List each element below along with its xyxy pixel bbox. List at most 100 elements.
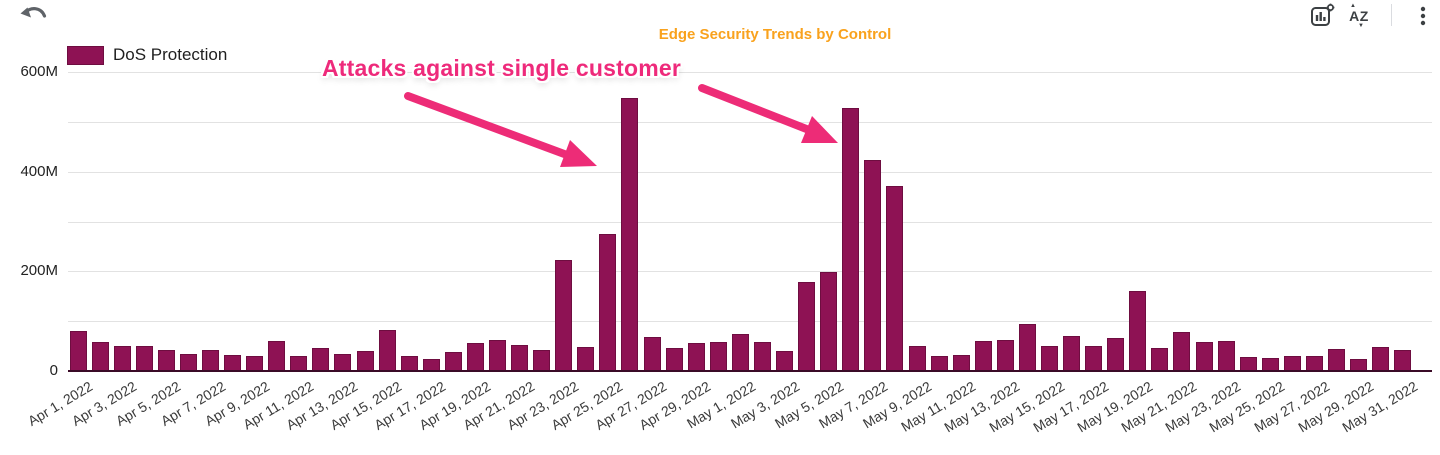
chart-bar[interactable]	[378, 330, 396, 371]
chart-bar[interactable]	[1305, 355, 1323, 371]
legend-label: DoS Protection	[113, 45, 228, 64]
legend[interactable]: DoS Protection	[67, 45, 227, 65]
chart-bar[interactable]	[731, 334, 749, 371]
x-tick-label: Apr 19, 2022	[415, 378, 493, 434]
sort-az-icon: AZ	[1349, 8, 1369, 24]
gridline	[68, 221, 1432, 223]
chart-bar[interactable]	[1283, 356, 1301, 371]
chart-bar[interactable]	[1018, 323, 1036, 371]
chart-bar[interactable]	[687, 343, 705, 371]
gridline	[68, 321, 1432, 323]
chart-bar[interactable]	[422, 359, 440, 371]
chart-bar[interactable]	[489, 339, 507, 371]
chart-bar[interactable]	[400, 355, 418, 371]
chart-bar[interactable]	[842, 108, 860, 371]
chart-bar[interactable]	[157, 350, 175, 371]
chart-bar[interactable]	[1151, 347, 1169, 371]
chart-bar[interactable]	[776, 350, 794, 371]
chart-bar[interactable]	[996, 339, 1014, 371]
x-tick-label: Apr 7, 2022	[157, 378, 228, 429]
chart-bar[interactable]	[466, 342, 484, 371]
chart-title: Edge Security Trends by Control	[658, 26, 892, 43]
chart-bar[interactable]	[1129, 291, 1147, 371]
chart-bar[interactable]	[1261, 358, 1279, 371]
chart-bar[interactable]	[1327, 348, 1345, 371]
chart-bar[interactable]	[1195, 342, 1213, 371]
x-tick-label: Apr 9, 2022	[201, 378, 272, 429]
x-tick-label: Apr 11, 2022	[240, 378, 317, 433]
chart-bar[interactable]	[444, 351, 462, 371]
y-tick-label: 600M	[20, 63, 58, 80]
x-tick-label: May 1, 2022	[683, 378, 758, 432]
chart-bar[interactable]	[268, 340, 286, 371]
chart-bar[interactable]	[511, 344, 529, 371]
chart-bar[interactable]	[202, 350, 219, 371]
y-tick-label: 0	[49, 362, 58, 379]
chart-bar[interactable]	[798, 282, 816, 371]
chart-bar[interactable]	[1173, 331, 1191, 371]
chart-bar[interactable]	[533, 349, 551, 371]
x-tick-label: Apr 3, 2022	[69, 378, 140, 429]
chart-bar[interactable]	[864, 160, 882, 371]
chart-bar[interactable]	[246, 355, 264, 371]
chart-bar[interactable]	[930, 356, 948, 371]
chart-bar[interactable]	[908, 346, 926, 371]
x-tick-label: Apr 17, 2022	[371, 378, 449, 434]
x-tick-label: May 5, 2022	[771, 378, 847, 432]
y-axis: 0 200M 400M 600M	[0, 0, 58, 455]
chart-bar[interactable]	[974, 340, 992, 371]
gridline	[68, 271, 1432, 273]
x-tick-label: May 29, 2022	[1295, 378, 1377, 436]
chart-bar[interactable]	[1063, 335, 1081, 371]
chart-bar[interactable]	[179, 354, 197, 371]
x-tick-label: May 27, 2022	[1250, 378, 1332, 436]
chart-bar[interactable]	[599, 233, 617, 371]
chart-bar[interactable]	[1372, 347, 1390, 371]
x-tick-label: May 25, 2022	[1206, 378, 1288, 436]
chart-bar[interactable]	[1350, 358, 1368, 371]
x-tick-label: Apr 27, 2022	[592, 378, 670, 434]
more-options-button[interactable]	[1412, 2, 1434, 30]
chart-bar[interactable]	[621, 97, 639, 371]
chart-bar[interactable]	[886, 186, 904, 371]
undo-icon	[17, 7, 49, 33]
chart-bar[interactable]	[1085, 346, 1103, 371]
chart-bar[interactable]	[1107, 337, 1125, 371]
x-tick-label: May 9, 2022	[860, 378, 935, 432]
chart-bar[interactable]	[952, 355, 970, 371]
chart-bar[interactable]	[69, 331, 87, 371]
chart-bar[interactable]	[113, 346, 131, 371]
kebab-menu-icon	[1412, 6, 1434, 34]
chart-bar[interactable]	[709, 342, 727, 371]
chart-bar[interactable]	[135, 346, 153, 371]
x-axis-line	[68, 370, 1432, 372]
x-tick-label: Apr 15, 2022	[327, 378, 405, 434]
chart-bar[interactable]	[290, 355, 308, 371]
chart-bar[interactable]	[224, 355, 242, 371]
chart-bar[interactable]	[1394, 350, 1412, 371]
chart-bar[interactable]	[753, 341, 771, 371]
chart-bar[interactable]	[820, 271, 838, 371]
chart-bar[interactable]	[334, 354, 352, 371]
gridline	[68, 171, 1432, 173]
x-tick-label: May 15, 2022	[985, 378, 1067, 436]
x-tick-label: May 21, 2022	[1118, 378, 1200, 436]
chart-bar[interactable]	[1217, 341, 1235, 371]
sort-down-arrow-icon: ▼	[1358, 23, 1364, 29]
x-tick-label: Apr 21, 2022	[459, 378, 537, 434]
chart-bar[interactable]	[356, 351, 374, 371]
chart-bar[interactable]	[91, 341, 109, 371]
sort-up-arrow-icon: ▲	[1350, 3, 1356, 9]
add-chart-button[interactable]	[1308, 2, 1336, 30]
chart-bar[interactable]	[577, 347, 595, 371]
sort-az-button[interactable]: ▲ AZ ▼	[1344, 2, 1374, 30]
x-tick-label: May 13, 2022	[941, 378, 1023, 436]
chart-bar[interactable]	[665, 348, 683, 371]
chart-bar[interactable]	[312, 348, 330, 371]
chart-bar[interactable]	[1040, 345, 1058, 371]
chart-bar[interactable]	[643, 337, 661, 371]
chart-bar[interactable]	[555, 259, 573, 371]
chart-bar[interactable]	[1239, 357, 1257, 371]
undo-button[interactable]	[17, 3, 49, 29]
gridline	[68, 72, 1432, 73]
